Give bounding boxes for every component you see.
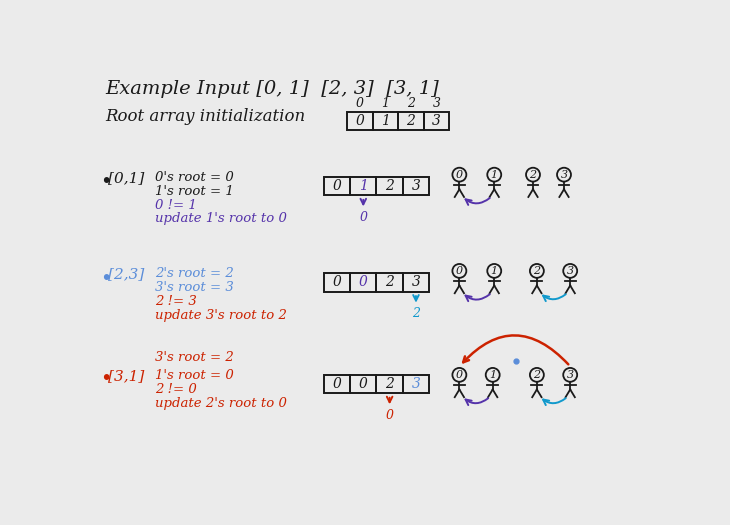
Text: 0: 0 [332, 377, 342, 391]
Text: 2: 2 [385, 276, 394, 289]
Text: 2: 2 [385, 377, 394, 391]
Text: 3: 3 [412, 276, 420, 289]
Text: 0: 0 [385, 409, 393, 422]
Text: 1: 1 [381, 114, 390, 128]
Text: 1: 1 [489, 370, 496, 380]
Text: 3's root = 2: 3's root = 2 [155, 351, 234, 364]
Text: 0: 0 [332, 179, 342, 193]
Text: 2's root = 2: 2's root = 2 [155, 267, 234, 280]
Text: 1: 1 [491, 266, 498, 276]
Text: 3: 3 [566, 266, 574, 276]
Bar [403, 177, 429, 195]
Bar [347, 111, 372, 130]
Text: 2: 2 [407, 97, 415, 110]
Bar [350, 375, 377, 393]
Bar [323, 375, 350, 393]
Text: update 2's root to 0: update 2's root to 0 [155, 397, 287, 410]
Bar [350, 177, 377, 195]
Text: 2: 2 [407, 114, 415, 128]
Text: 1's root = 1: 1's root = 1 [155, 185, 234, 197]
Text: 0: 0 [359, 276, 368, 289]
Text: 3: 3 [412, 377, 420, 391]
Bar [350, 273, 377, 292]
Text: 0: 0 [456, 170, 463, 180]
Bar [398, 111, 423, 130]
Text: 0: 0 [356, 114, 364, 128]
Text: 3: 3 [432, 97, 440, 110]
Bar [323, 273, 350, 292]
Text: 0: 0 [456, 266, 463, 276]
Text: 1's root = 0: 1's root = 0 [155, 370, 234, 382]
Bar [377, 375, 403, 393]
Bar [377, 273, 403, 292]
Text: [0,1]: [0,1] [108, 171, 145, 185]
Text: 3: 3 [432, 114, 441, 128]
Bar [423, 111, 449, 130]
Bar [403, 273, 429, 292]
Text: 0: 0 [456, 370, 463, 380]
Text: 0: 0 [359, 377, 368, 391]
Text: 2: 2 [534, 266, 540, 276]
Text: •: • [101, 269, 112, 288]
Bar [372, 111, 398, 130]
Text: 0 != 1: 0 != 1 [155, 198, 196, 212]
Text: 3's root = 3: 3's root = 3 [155, 281, 234, 294]
Text: [3,1]: [3,1] [108, 370, 145, 383]
Text: •: • [101, 370, 112, 388]
Text: 2: 2 [529, 170, 537, 180]
Text: 2 != 3: 2 != 3 [155, 295, 196, 308]
Text: •: • [101, 172, 112, 191]
Text: 1: 1 [381, 97, 389, 110]
Text: 0: 0 [359, 211, 367, 224]
Text: 0: 0 [332, 276, 342, 289]
Text: 1: 1 [359, 179, 368, 193]
Text: 3: 3 [561, 170, 567, 180]
Bar [323, 177, 350, 195]
Bar [377, 177, 403, 195]
Text: [2,3]: [2,3] [108, 267, 145, 281]
Text: Example Input [0, 1]  [2, 3]  [3, 1]: Example Input [0, 1] [2, 3] [3, 1] [105, 80, 439, 98]
Text: update 3's root to 2: update 3's root to 2 [155, 309, 287, 322]
Text: 0: 0 [356, 97, 364, 110]
Text: 2: 2 [534, 370, 540, 380]
Text: 2: 2 [412, 307, 420, 320]
Text: 3: 3 [566, 370, 574, 380]
Text: update 1's root to 0: update 1's root to 0 [155, 213, 287, 225]
Text: 1: 1 [491, 170, 498, 180]
Text: 2: 2 [385, 179, 394, 193]
Text: Root array initialization: Root array initialization [105, 108, 305, 124]
Text: 0's root = 0: 0's root = 0 [155, 171, 234, 184]
Text: 3: 3 [412, 179, 420, 193]
Bar [403, 375, 429, 393]
Text: 2 != 0: 2 != 0 [155, 383, 196, 396]
